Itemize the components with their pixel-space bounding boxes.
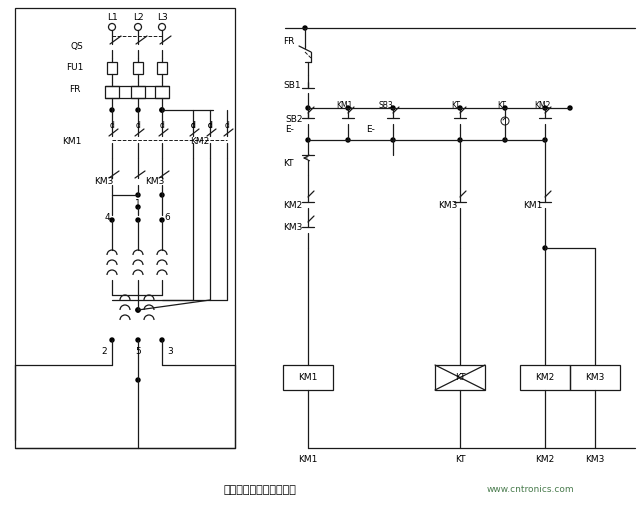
Circle shape <box>543 246 547 250</box>
Circle shape <box>346 106 350 110</box>
Bar <box>15 8 235 448</box>
Text: KM2: KM2 <box>190 137 210 147</box>
Circle shape <box>160 108 164 112</box>
Text: QS: QS <box>70 42 83 50</box>
Circle shape <box>160 193 164 197</box>
Circle shape <box>160 218 164 222</box>
Text: SB2: SB2 <box>285 115 303 125</box>
Bar <box>520 365 570 390</box>
Text: d: d <box>109 121 115 129</box>
Text: KM3: KM3 <box>94 176 114 186</box>
Text: KT: KT <box>455 372 465 382</box>
Circle shape <box>136 378 140 382</box>
Text: 双速电动机调速控制线路: 双速电动机调速控制线路 <box>223 485 296 495</box>
Text: FR: FR <box>283 37 294 47</box>
Bar <box>131 86 145 98</box>
Text: SB3: SB3 <box>379 102 394 110</box>
Circle shape <box>543 138 547 142</box>
Circle shape <box>110 218 114 222</box>
Bar <box>107 62 117 74</box>
Text: KT: KT <box>283 159 294 168</box>
Bar <box>155 86 169 98</box>
Text: KM1: KM1 <box>62 137 82 147</box>
Circle shape <box>136 193 140 197</box>
Circle shape <box>306 138 310 142</box>
Text: KT: KT <box>451 102 461 110</box>
Text: SB1: SB1 <box>283 81 301 89</box>
Bar <box>283 365 333 390</box>
Text: 6: 6 <box>164 212 170 222</box>
Text: d: d <box>136 121 140 129</box>
Text: www.cntronics.com: www.cntronics.com <box>486 485 574 495</box>
Circle shape <box>306 106 310 110</box>
Circle shape <box>136 308 140 312</box>
Text: 2: 2 <box>101 347 107 357</box>
Text: KM3: KM3 <box>586 456 605 464</box>
Text: KM1: KM1 <box>298 372 317 382</box>
Bar <box>105 86 119 98</box>
Circle shape <box>160 108 164 112</box>
Circle shape <box>136 338 140 342</box>
Bar <box>435 365 485 390</box>
Text: E-: E- <box>285 126 294 134</box>
Text: 3: 3 <box>167 347 173 357</box>
Text: KM1: KM1 <box>336 102 352 110</box>
Text: KT: KT <box>455 456 465 464</box>
Text: L2: L2 <box>132 13 143 23</box>
Text: KM3: KM3 <box>145 176 164 186</box>
Text: 5: 5 <box>135 347 141 357</box>
Circle shape <box>110 108 114 112</box>
Text: L3: L3 <box>157 13 168 23</box>
Bar <box>157 62 167 74</box>
Text: KM2: KM2 <box>536 456 555 464</box>
Circle shape <box>458 106 462 110</box>
Circle shape <box>136 218 140 222</box>
Circle shape <box>160 338 164 342</box>
Text: KM3: KM3 <box>586 372 605 382</box>
Text: L1: L1 <box>107 13 117 23</box>
Text: E-: E- <box>366 126 375 134</box>
Circle shape <box>110 338 114 342</box>
Circle shape <box>503 106 507 110</box>
Circle shape <box>391 106 395 110</box>
Text: d: d <box>207 121 212 129</box>
Circle shape <box>458 138 462 142</box>
Text: 1: 1 <box>135 199 141 207</box>
Circle shape <box>543 106 547 110</box>
Circle shape <box>136 205 140 209</box>
Text: d: d <box>225 121 229 129</box>
Text: FU1: FU1 <box>67 64 84 72</box>
Text: KM3: KM3 <box>283 224 302 232</box>
Text: KM2: KM2 <box>536 372 555 382</box>
Text: d: d <box>207 121 212 129</box>
Circle shape <box>346 138 350 142</box>
Circle shape <box>568 106 572 110</box>
Bar <box>133 62 143 74</box>
Text: KM2: KM2 <box>283 201 302 209</box>
Text: KM3: KM3 <box>438 201 458 209</box>
Text: 4: 4 <box>104 212 110 222</box>
Text: KM1: KM1 <box>523 201 542 209</box>
Text: d: d <box>191 121 195 129</box>
Text: FR: FR <box>69 86 81 94</box>
Bar <box>570 365 620 390</box>
Text: d: d <box>191 121 195 129</box>
Text: KM2: KM2 <box>534 102 550 110</box>
Text: KT: KT <box>497 102 506 110</box>
Circle shape <box>391 138 395 142</box>
Circle shape <box>303 26 307 30</box>
Circle shape <box>136 308 140 312</box>
Circle shape <box>503 138 507 142</box>
Text: KM1: KM1 <box>298 456 317 464</box>
Text: d: d <box>159 121 164 129</box>
Circle shape <box>136 108 140 112</box>
